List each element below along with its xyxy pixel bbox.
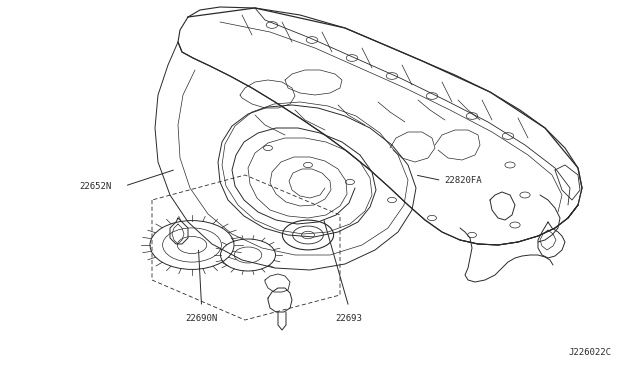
Text: 22820FA: 22820FA — [445, 176, 483, 185]
Text: 22690N: 22690N — [186, 314, 218, 323]
Text: J226022C: J226022C — [568, 348, 611, 357]
Text: 22693: 22693 — [335, 314, 362, 323]
Text: 22652N: 22652N — [80, 182, 112, 190]
